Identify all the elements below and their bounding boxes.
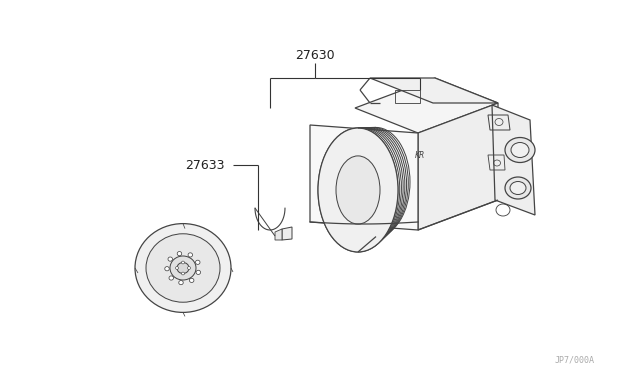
Ellipse shape <box>188 253 193 257</box>
Ellipse shape <box>182 261 184 264</box>
Ellipse shape <box>146 234 220 302</box>
Polygon shape <box>418 103 498 230</box>
Polygon shape <box>282 227 292 240</box>
Ellipse shape <box>170 256 196 280</box>
Ellipse shape <box>168 257 173 261</box>
Ellipse shape <box>177 263 189 273</box>
Text: 27633: 27633 <box>185 158 225 171</box>
Ellipse shape <box>179 280 183 285</box>
Ellipse shape <box>169 276 173 280</box>
Ellipse shape <box>505 177 531 199</box>
Polygon shape <box>355 78 498 133</box>
Polygon shape <box>275 229 282 240</box>
Ellipse shape <box>188 267 191 269</box>
Ellipse shape <box>505 138 535 163</box>
Polygon shape <box>310 125 418 230</box>
Ellipse shape <box>189 278 194 282</box>
Polygon shape <box>370 78 498 103</box>
Ellipse shape <box>196 270 200 275</box>
Ellipse shape <box>164 267 169 271</box>
Ellipse shape <box>510 182 526 195</box>
Ellipse shape <box>177 251 182 256</box>
Ellipse shape <box>135 224 231 312</box>
Ellipse shape <box>175 267 179 269</box>
Text: 27630: 27630 <box>295 48 335 61</box>
Polygon shape <box>492 105 535 215</box>
Text: JP7/000A: JP7/000A <box>555 356 595 365</box>
Ellipse shape <box>336 156 380 224</box>
Ellipse shape <box>195 260 200 264</box>
Ellipse shape <box>318 128 398 252</box>
Ellipse shape <box>511 142 529 157</box>
Text: KR: KR <box>415 151 425 160</box>
Ellipse shape <box>182 272 184 275</box>
